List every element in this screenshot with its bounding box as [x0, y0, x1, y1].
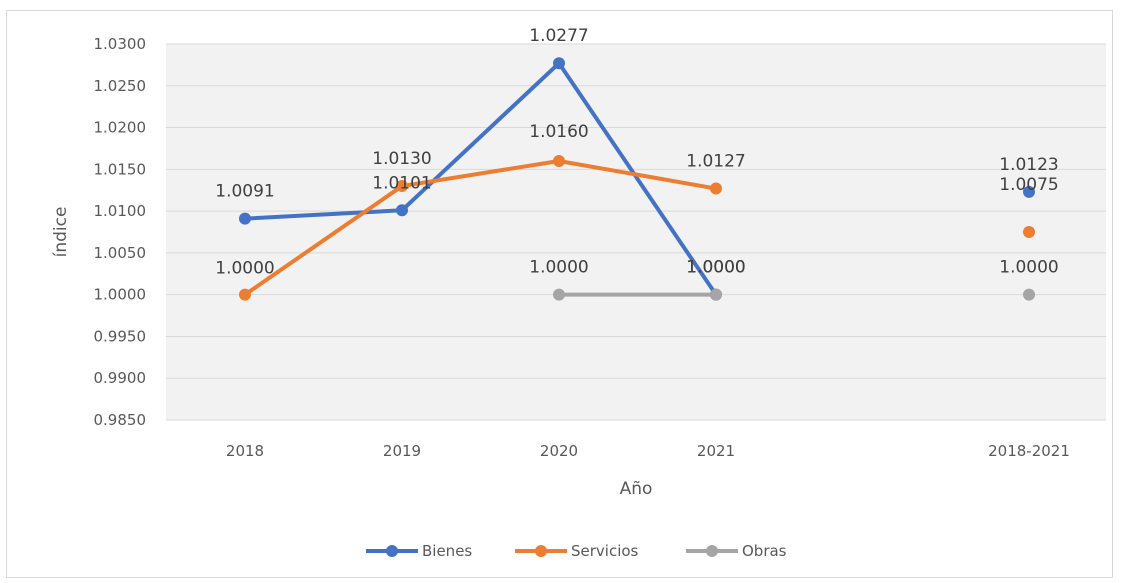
x-tick-label: 2018 [226, 442, 264, 460]
y-tick-label: 1.0200 [94, 119, 147, 137]
data-label: 1.0075 [999, 175, 1058, 195]
data-labels: 1.0091 1.0101 1.0277 1.0000 1.0123 1.0000 1.01… [215, 26, 1058, 278]
data-point-servicios [710, 182, 722, 195]
data-label: 1.0000 [215, 259, 274, 279]
data-label: 1.0000 [529, 258, 588, 278]
series-line-bienes [243, 61, 718, 297]
data-point-servicios [553, 154, 565, 167]
data-point-bienes [396, 204, 408, 217]
data-point-servicios [239, 288, 251, 301]
x-tick-label: 2020 [540, 442, 578, 460]
x-tick-label: 2018-2021 [988, 442, 1070, 460]
y-tick-label: 1.0250 [94, 77, 147, 95]
y-axis-title: índice [51, 207, 71, 258]
data-point-bienes [239, 212, 251, 225]
x-tick-label: 2019 [383, 442, 421, 460]
data-point-bienes [553, 57, 565, 70]
data-label: 1.0127 [686, 152, 745, 172]
data-label: 1.0000 [686, 258, 745, 278]
y-tick-label: 0.9850 [94, 411, 147, 429]
data-label: 1.0160 [529, 122, 588, 142]
data-label: 1.0277 [529, 26, 588, 46]
legend: Bienes Servicios Obras [366, 542, 787, 560]
data-label: 1.0101 [372, 173, 431, 193]
y-tick-label: 0.9950 [94, 327, 147, 345]
legend-marker-obras [706, 545, 718, 557]
data-label: 1.0123 [999, 155, 1058, 175]
legend-label: Servicios [571, 542, 639, 560]
data-label: 1.0000 [999, 258, 1058, 278]
data-label: 1.0130 [372, 149, 431, 169]
data-point-obras [1023, 288, 1035, 301]
y-tick-label: 1.0100 [94, 202, 147, 220]
series-line-servicios [243, 158, 718, 297]
data-point-servicios [1023, 226, 1035, 238]
data-point-obras [553, 288, 565, 301]
y-tick-label: 1.0050 [94, 244, 147, 262]
series-layer [239, 57, 1035, 301]
data-point-bienes [1023, 185, 1035, 198]
x-tick-label: 2021 [697, 442, 735, 460]
x-axis-title: Año [620, 479, 653, 499]
legend-label: Obras [742, 542, 787, 560]
data-label: 1.0091 [215, 182, 274, 202]
y-tick-label: 1.0150 [94, 160, 147, 178]
legend-marker-bienes [386, 545, 398, 557]
x-axis-ticks: 2018 2019 2020 2021 2018-2021 [226, 442, 1070, 460]
data-point-servicios [396, 180, 408, 193]
gridlines [166, 43, 1106, 421]
data-point-obras [710, 288, 722, 301]
y-axis-ticks: 1.0300 1.0250 1.0200 1.0150 1.0100 1.0050 1.00… [94, 35, 147, 429]
legend-marker-servicios [535, 545, 547, 557]
y-tick-label: 1.0300 [94, 35, 147, 53]
y-tick-label: 0.9900 [94, 369, 147, 387]
data-label: 1.0000 [686, 258, 745, 278]
y-tick-label: 1.0000 [94, 286, 147, 304]
plot-area [166, 44, 1106, 420]
legend-label: Bienes [422, 542, 472, 560]
